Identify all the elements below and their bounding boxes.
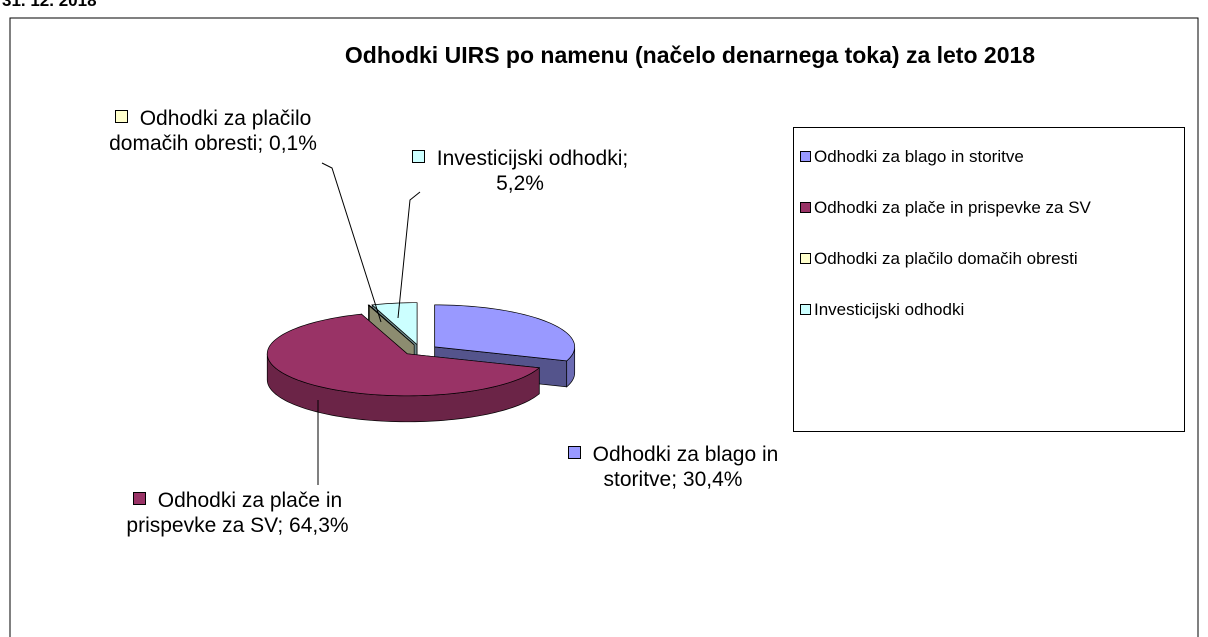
slice [266, 313, 541, 397]
data-label: Odhodki za plačilo domačih obresti; 0,1% [78, 106, 348, 156]
slice [367, 304, 415, 346]
data-label: Odhodki za plače in prispevke za SV; 64,… [120, 488, 355, 538]
label-swatch [132, 492, 146, 505]
label-swatch [114, 110, 128, 123]
pie [266, 302, 576, 423]
slice [371, 302, 418, 346]
chart-border [9, 17, 1199, 637]
legend-item: Odhodki za plače in prispevke za SV [800, 197, 1184, 218]
data-label: Investicijski odhodki; 5,2% [410, 146, 630, 196]
chart-title: Odhodki UIRS po namenu (načelo denarnega… [344, 42, 1036, 68]
data-label-text: Odhodki za blago in storitve; 30,4% [592, 443, 779, 491]
legend-item: Odhodki za plačilo domačih obresti [800, 248, 1184, 269]
data-label-text: Odhodki za plače in prispevke za SV; 64,… [126, 489, 349, 537]
data-label-text: Investicijski odhodki; 5,2% [436, 147, 629, 195]
data-label: Odhodki za blago in storitve; 30,4% [548, 442, 798, 492]
legend-swatch [800, 202, 811, 213]
legend: Odhodki za blago in storitve Odhodki za p… [793, 127, 1185, 432]
label-swatch [567, 446, 581, 459]
slice [434, 304, 576, 362]
date: 31. 12. 2018 [2, 0, 97, 10]
legend-item: Investicijski odhodki [800, 299, 1184, 320]
legend-label: Odhodki za plačilo domačih obresti [814, 249, 1078, 268]
leader-line [397, 191, 421, 319]
data-label-text: Odhodki za plačilo domačih obresti; 0,1% [109, 107, 317, 155]
legend-label: Odhodki za blago in storitve [814, 147, 1024, 166]
legend-item: Odhodki za blago in storitve [800, 146, 1184, 167]
legend-label: Odhodki za plače in prispevke za SV [814, 198, 1091, 217]
legend-swatch [800, 304, 811, 315]
legend-swatch [800, 151, 811, 162]
legend-label: Investicijski odhodki [814, 300, 965, 319]
label-swatch [411, 150, 425, 163]
legend-swatch [800, 253, 811, 264]
leader-line [321, 162, 382, 323]
